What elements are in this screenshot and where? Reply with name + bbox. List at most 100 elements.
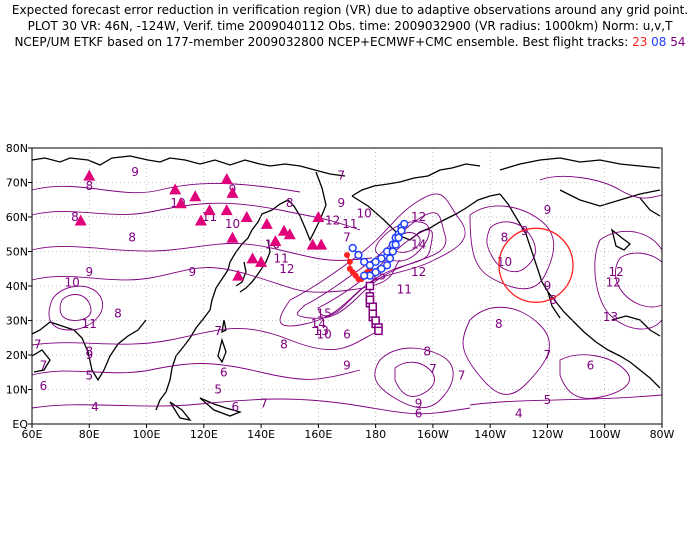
lon-tick-label: 120E bbox=[190, 428, 218, 441]
contour-label: 10 bbox=[357, 207, 372, 221]
contour-label: 11 bbox=[82, 317, 97, 331]
map-header: Expected forecast error reduction in ver… bbox=[0, 2, 700, 50]
observation-triangle bbox=[240, 211, 253, 222]
flight-track-08-label: 08 bbox=[651, 35, 667, 49]
observation-triangle bbox=[174, 197, 187, 209]
flight-tracks bbox=[344, 219, 409, 336]
flight-track-08-point bbox=[348, 243, 357, 253]
observation-triangle bbox=[189, 190, 202, 202]
contour-label: 12 bbox=[411, 210, 426, 224]
contour-label: 9 bbox=[337, 196, 345, 210]
contour-label: 4 bbox=[91, 400, 99, 414]
lon-tick-label: 80W bbox=[650, 428, 675, 441]
lat-tick-label: 50N bbox=[6, 246, 28, 259]
flight-track-23-point bbox=[346, 258, 353, 265]
map-frame bbox=[31, 147, 663, 425]
contour-label: 7 bbox=[40, 358, 48, 372]
flight-track-08-point bbox=[377, 254, 386, 263]
observation-triangle bbox=[278, 224, 290, 236]
contour-label: 10 bbox=[64, 276, 79, 290]
flight-track-08-point bbox=[354, 250, 363, 260]
flight-track-08-point bbox=[382, 261, 392, 270]
contour-label: 8 bbox=[280, 338, 288, 352]
observation-triangle bbox=[315, 238, 328, 250]
contour-label: 4 bbox=[515, 407, 523, 421]
contour-label: 7 bbox=[34, 338, 42, 352]
lat-tick-label: 70N bbox=[6, 177, 28, 190]
observation-triangle bbox=[203, 204, 216, 216]
contour-label: 8 bbox=[85, 179, 93, 193]
contour-label: 6 bbox=[231, 400, 239, 414]
contour-label: 14 bbox=[311, 317, 326, 331]
contour-label: 8 bbox=[71, 210, 79, 224]
observation-triangle bbox=[169, 183, 182, 195]
contour-label: 7 bbox=[214, 324, 222, 338]
lon-tick-label: 140E bbox=[247, 428, 275, 441]
contour-label: 11 bbox=[397, 282, 412, 296]
lat-tick-label: 20N bbox=[6, 349, 28, 362]
flight-track-54-point bbox=[365, 295, 375, 305]
flight-track-08-point bbox=[371, 257, 380, 267]
contour-label: 12 bbox=[609, 265, 624, 279]
contour-label: 13 bbox=[603, 310, 618, 324]
contour-label: 8 bbox=[501, 231, 509, 245]
lon-tick-label: 60E bbox=[22, 428, 43, 441]
flight-track-08-point bbox=[360, 271, 369, 280]
contour-label: 7 bbox=[343, 231, 351, 245]
contour-label: 5 bbox=[85, 369, 93, 383]
contour-label: 6 bbox=[587, 358, 595, 372]
lat-tick-label: 40N bbox=[6, 280, 28, 293]
observation-triangle bbox=[74, 214, 87, 226]
observation-triangle bbox=[226, 186, 239, 198]
flight-track-54-point bbox=[368, 309, 378, 318]
observation-triangle bbox=[269, 235, 282, 247]
flight-track-08-point bbox=[365, 261, 375, 270]
flight-track-54-point bbox=[371, 316, 380, 325]
contour-label: 10 bbox=[225, 217, 240, 231]
contour-label: 7 bbox=[429, 362, 437, 376]
contour-label: 8 bbox=[495, 317, 503, 331]
contour-label: 12 bbox=[411, 265, 426, 279]
contour-label: 7 bbox=[260, 396, 268, 410]
observation-triangle bbox=[306, 238, 319, 250]
header-line-3-prefix: NCEP/UM ETKF based on 177-member 2009032… bbox=[14, 35, 629, 49]
contour-label: 8 bbox=[286, 196, 294, 210]
contour-label: 12 bbox=[279, 262, 294, 276]
contour-label: 10 bbox=[316, 327, 331, 341]
contour-label: 14 bbox=[411, 238, 426, 252]
map-axes: 60E 80E 100E 120E 140E 160E 180 160W 140W 120W 100… bbox=[6, 142, 675, 441]
contour-label: 6 bbox=[415, 407, 423, 421]
flight-track-08-point bbox=[377, 264, 386, 273]
contour-label: 8 bbox=[85, 345, 93, 359]
observation-triangle bbox=[226, 231, 239, 243]
lon-tick-label: 100E bbox=[133, 428, 161, 441]
observation-triangle bbox=[194, 214, 207, 226]
lon-tick-label: 100W bbox=[589, 428, 621, 441]
lon-tick-label: 80E bbox=[79, 428, 100, 441]
contour-label: 11 bbox=[273, 251, 288, 265]
lat-tick-label: 80N bbox=[6, 142, 28, 155]
lon-tick-label: 140W bbox=[474, 428, 506, 441]
observation-triangle bbox=[232, 269, 245, 281]
contour-label: 7 bbox=[544, 348, 552, 362]
flight-track-54-label: 54 bbox=[670, 35, 686, 49]
observation-triangle bbox=[283, 228, 296, 240]
flight-track-08-point bbox=[360, 257, 369, 267]
contour-label: 8 bbox=[114, 307, 122, 321]
flight-track-08-point bbox=[388, 247, 397, 256]
flight-track-54-point bbox=[368, 302, 378, 311]
observation-triangle bbox=[246, 252, 259, 264]
contour-label: 9 bbox=[131, 165, 139, 179]
contour-labels: 9881089810111011121211109712141215111514… bbox=[34, 165, 624, 421]
observation-triangle bbox=[220, 173, 233, 185]
contour-label: 8 bbox=[128, 231, 136, 245]
contour-label: 9 bbox=[343, 358, 351, 372]
header-line-3: NCEP/UM ETKF based on 177-member 2009032… bbox=[0, 34, 700, 50]
flight-track-08-point bbox=[391, 240, 400, 249]
contour-label: 8 bbox=[423, 345, 431, 359]
lon-tick-label: 180 bbox=[365, 428, 386, 441]
flight-track-08-point bbox=[385, 254, 395, 263]
lat-tick-label: EQ bbox=[12, 418, 28, 431]
lat-tick-label: 30N bbox=[6, 315, 28, 328]
